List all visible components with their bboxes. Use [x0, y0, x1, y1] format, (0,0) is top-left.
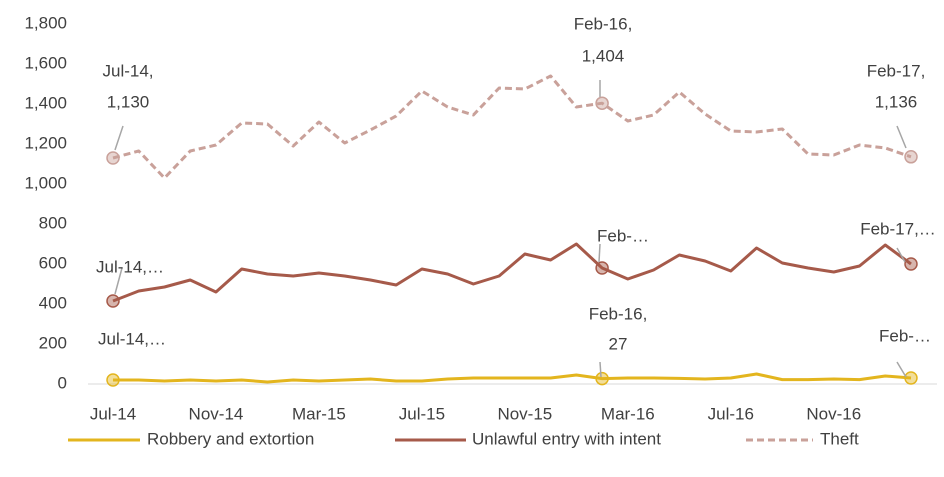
y-tick-label: 200: [39, 333, 67, 352]
data-label: 1,136: [875, 92, 918, 111]
x-tick-label: Nov-14: [189, 404, 244, 423]
y-tick-label: 1,800: [24, 13, 67, 32]
data-point: [904, 371, 918, 385]
data-label: Feb-17,…: [860, 219, 936, 238]
legend-label: Unlawful entry with intent: [472, 429, 661, 448]
data-point: [595, 371, 609, 386]
x-tick-label: Jul-16: [708, 404, 754, 423]
data-point: [106, 373, 120, 387]
x-tick-label: Nov-16: [806, 404, 861, 423]
x-tick-label: Jul-15: [399, 404, 445, 423]
y-tick-label: 1,200: [24, 133, 67, 152]
data-point: [595, 96, 609, 110]
data-point: [106, 151, 120, 165]
legend-label: Theft: [820, 429, 859, 448]
data-point: [595, 261, 609, 275]
data-label: Feb-…: [597, 226, 649, 245]
data-label: 1,130: [107, 92, 150, 111]
series-line: [113, 372, 912, 384]
series-line: [112, 242, 912, 303]
x-tick-label: Mar-16: [601, 404, 655, 423]
y-tick-label: 600: [39, 253, 67, 272]
leader-line: [896, 125, 907, 149]
data-label: Feb-…: [879, 326, 931, 345]
leader-line: [114, 267, 123, 295]
y-tick-label: 400: [39, 293, 67, 312]
leader-line: [598, 243, 601, 263]
y-tick-label: 1,400: [24, 93, 67, 112]
x-tick-label: Nov-15: [497, 404, 552, 423]
leader-line: [599, 361, 602, 378]
y-tick-label: 1,000: [24, 173, 67, 192]
data-label: 1,404: [582, 46, 625, 65]
x-tick-label: Mar-15: [292, 404, 346, 423]
y-tick-label: 1,600: [24, 53, 67, 72]
data-label: 27: [609, 334, 628, 353]
legend-label: Robbery and extortion: [147, 429, 314, 448]
data-label: Feb-17,: [867, 61, 926, 80]
data-label: Jul-14,…: [98, 329, 166, 348]
data-label: Feb-16,: [589, 304, 648, 323]
data-point: [904, 257, 918, 271]
series-line: [112, 74, 912, 180]
y-tick-label: 800: [39, 213, 67, 232]
data-point: [904, 150, 918, 164]
leader-line: [896, 361, 907, 378]
y-tick-label: 0: [58, 373, 67, 392]
data-label: Jul-14,: [102, 61, 153, 80]
leader-line: [896, 247, 906, 263]
data-label: Jul-14,…: [96, 257, 164, 276]
data-label: Feb-16,: [574, 14, 633, 33]
leader-line: [114, 125, 124, 151]
x-tick-label: Jul-14: [90, 404, 136, 423]
data-point: [106, 294, 120, 308]
